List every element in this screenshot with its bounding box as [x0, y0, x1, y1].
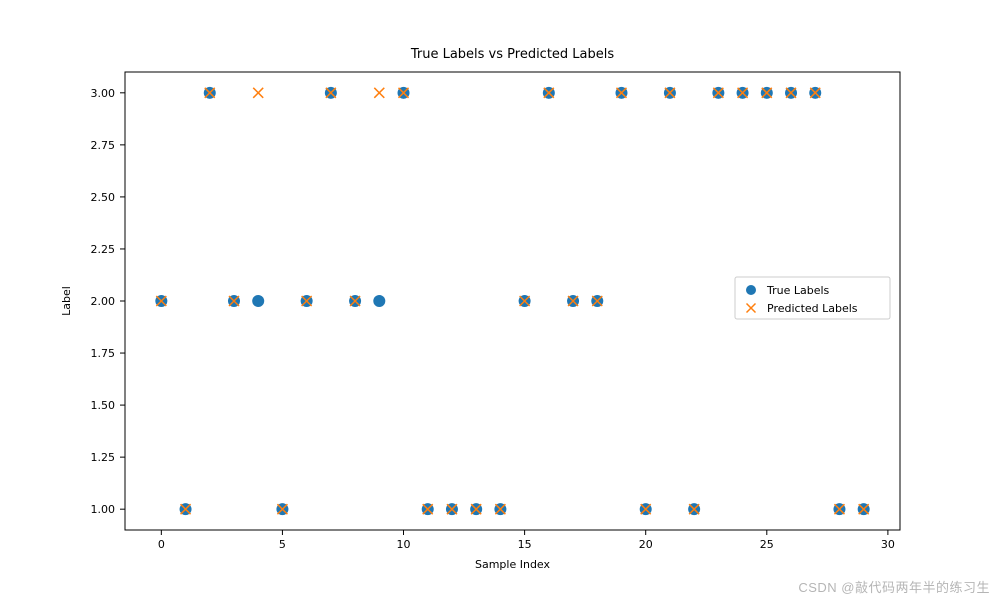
y-tick-label: 1.00	[91, 503, 116, 516]
data-point-x	[374, 88, 384, 98]
y-tick-label: 1.50	[91, 399, 116, 412]
x-tick-label: 25	[760, 538, 774, 551]
legend-label: Predicted Labels	[767, 302, 858, 315]
y-tick-label: 1.75	[91, 347, 116, 360]
y-tick-label: 2.75	[91, 139, 116, 152]
y-tick-label: 3.00	[91, 87, 116, 100]
x-axis-label: Sample Index	[475, 558, 551, 571]
data-point-circle	[746, 285, 756, 295]
chart-title: True Labels vs Predicted Labels	[410, 47, 615, 62]
x-tick-label: 10	[397, 538, 411, 551]
data-point-circle	[373, 295, 385, 307]
y-tick-label: 2.50	[91, 191, 116, 204]
legend-label: True Labels	[766, 284, 830, 297]
chart-container: 0 5 10 15 20 25 30 1.00 1.25 1.50 1.75 2.00 2.25 2.50…	[0, 0, 1000, 600]
data-point-x	[253, 88, 263, 98]
data-point-circle	[252, 295, 264, 307]
x-tick-label: 30	[881, 538, 895, 551]
scatter-chart: 0 5 10 15 20 25 30 1.00 1.25 1.50 1.75 2.00 2.25 2.50…	[0, 0, 1000, 600]
y-tick-label: 2.25	[91, 243, 116, 256]
watermark-text: CSDN @敲代码两年半的练习生	[798, 577, 990, 596]
y-axis-label: Label	[60, 286, 73, 316]
x-tick-label: 0	[158, 538, 165, 551]
x-tick-label: 15	[518, 538, 532, 551]
y-tick-label: 1.25	[91, 451, 116, 464]
x-tick-label: 20	[639, 538, 653, 551]
x-tick-label: 5	[279, 538, 286, 551]
y-tick-label: 2.00	[91, 295, 116, 308]
